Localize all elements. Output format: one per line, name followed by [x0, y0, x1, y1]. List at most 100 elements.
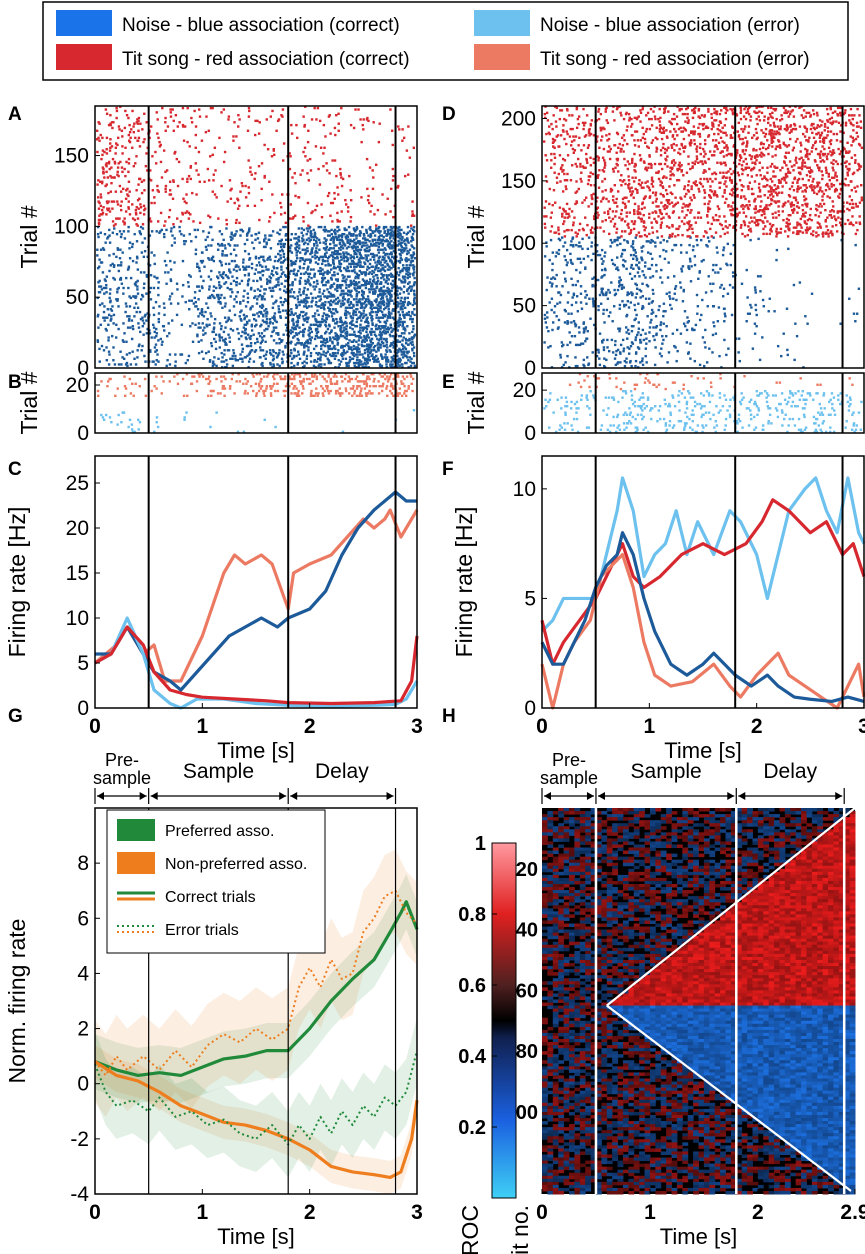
- spike-dot-D-60: [559, 353, 562, 357]
- spike-dot-A-830: [303, 327, 307, 331]
- spike-dot-A-3404: [212, 173, 215, 176]
- spike-dot-A-1478: [341, 299, 344, 302]
- spike-dot-A-2235: [392, 265, 396, 268]
- spike-dot-D-526: [745, 268, 748, 272]
- spike-dot-A-814: [396, 329, 400, 332]
- spike-dot-A-1899: [400, 281, 404, 284]
- spike-dot-D-398: [673, 292, 676, 295]
- spike-dot-A-1523: [108, 296, 111, 300]
- spike-dot-A-1690: [347, 289, 351, 293]
- spike-dot-A-1893: [368, 281, 372, 284]
- spike-dot-D-321: [706, 305, 709, 308]
- spike-dot-A-217: [213, 356, 216, 359]
- spike-dot-A-2386: [346, 258, 350, 261]
- spike-dot-A-1045: [377, 319, 380, 322]
- spike-dot-A-3491: [101, 153, 104, 157]
- spike-dot-A-558: [326, 340, 329, 343]
- spike-dot-B-223: [330, 382, 334, 385]
- spike-dot-A-3686: [174, 114, 178, 117]
- spike-dot-A-2087: [143, 271, 146, 274]
- spike-dot-A-2689: [381, 244, 384, 247]
- spike-dot-A-326: [368, 351, 372, 355]
- spike-dot-A-770: [299, 330, 302, 334]
- spike-dot-A-2376: [283, 258, 287, 261]
- spike-dot-A-1134: [301, 315, 305, 318]
- spike-dot-A-3388: [160, 176, 164, 179]
- spike-dot-D-410: [704, 291, 708, 294]
- spike-dot-A-2691: [389, 244, 393, 247]
- spike-dot-A-1778: [208, 285, 211, 288]
- spike-dot-A-2036: [313, 274, 316, 277]
- spike-dot-A-824: [236, 327, 239, 331]
- spike-dot-A-2306: [293, 261, 296, 264]
- spike-dot-A-1876: [266, 281, 269, 284]
- spike-dot-A-3361: [172, 180, 175, 183]
- spike-dot-A-914: [384, 325, 387, 328]
- spike-dot-A-2575: [406, 249, 409, 253]
- spike-dot-A-1128: [262, 315, 265, 318]
- spike-dot-D-232: [566, 321, 570, 324]
- spike-dot-A-377: [268, 349, 272, 352]
- spike-dot-A-78: [364, 363, 368, 366]
- spike-dot-A-2088: [164, 271, 167, 274]
- spike-dot-A-3379: [186, 177, 189, 181]
- spike-dot-A-2420: [346, 257, 349, 260]
- spike-dot-A-2121: [271, 269, 274, 273]
- spike-dot-A-1670: [374, 291, 377, 294]
- spike-dot-A-2567: [352, 249, 356, 253]
- spike-dot-A-1613: [390, 293, 393, 297]
- spike-dot-A-370: [227, 349, 231, 352]
- spike-dot-A-3048: [343, 228, 347, 232]
- spike-dot-D-798: [822, 231, 825, 234]
- spike-dot-A-1517: [386, 298, 389, 301]
- spike-dot-A-1506: [334, 298, 338, 301]
- spike-dot-A-3399: [348, 174, 351, 178]
- spike-dot-D-710: [581, 237, 584, 241]
- spike-dot-D-171: [782, 332, 785, 335]
- spike-dot-A-1545: [362, 296, 365, 300]
- spike-dot-B-39: [132, 394, 135, 397]
- spike-dot-A-549: [260, 340, 264, 343]
- spike-dot-A-2975: [230, 231, 233, 234]
- spike-dot-A-2197: [402, 266, 405, 270]
- spike-dot-A-2864: [107, 235, 110, 239]
- spike-dot-D-778: [553, 231, 556, 234]
- spike-dot-A-134: [358, 360, 361, 363]
- spike-dot-A-3219: [127, 207, 130, 210]
- spike-dot-A-841: [374, 327, 378, 331]
- spike-dot-A-928: [243, 323, 246, 327]
- spike-dot-A-2096: [282, 271, 285, 274]
- spike-dot-D-152: [761, 336, 764, 339]
- spike-dot-D-445: [617, 285, 621, 288]
- spike-dot-A-1187: [413, 313, 416, 317]
- spike-dot-A-279: [270, 353, 273, 356]
- spike-dot-A-2651: [350, 245, 353, 249]
- spike-dot-D-329: [624, 303, 628, 307]
- spike-dot-A-2090: [218, 271, 221, 274]
- spike-dot-A-116: [157, 360, 160, 363]
- spike-dot-B-257: [360, 380, 363, 383]
- spike-dot-A-3075: [382, 227, 386, 230]
- spike-dot-A-35: [278, 364, 281, 368]
- legend-label-1: Tit song - red association (correct): [122, 49, 410, 70]
- spike-dot-A-3715: [186, 106, 189, 110]
- spike-dot-A-3120: [172, 223, 175, 226]
- spike-dot-A-2746: [342, 241, 345, 244]
- spike-dot-A-765: [222, 330, 226, 334]
- spike-dot-D-118: [645, 342, 648, 345]
- spike-dot-A-554: [305, 340, 308, 343]
- spike-dot-D-48: [625, 357, 628, 360]
- spike-dot-A-2776: [332, 240, 335, 243]
- spike-dot-A-237: [401, 356, 405, 359]
- spike-dot-A-3616: [182, 125, 185, 128]
- spike-dot-A-1792: [347, 285, 351, 288]
- spike-dot-A-360: [402, 350, 405, 353]
- spike-dot-A-1474: [318, 299, 321, 302]
- spike-dot-A-2953: [341, 232, 344, 236]
- spike-dot-A-2593: [327, 248, 331, 251]
- spike-dot-A-3045: [330, 228, 333, 232]
- spike-dot-A-3545: [306, 140, 310, 144]
- spike-dot-A-2085: [101, 271, 105, 274]
- spike-dot-A-2217: [298, 265, 301, 268]
- spike-dot-A-1866: [406, 282, 410, 285]
